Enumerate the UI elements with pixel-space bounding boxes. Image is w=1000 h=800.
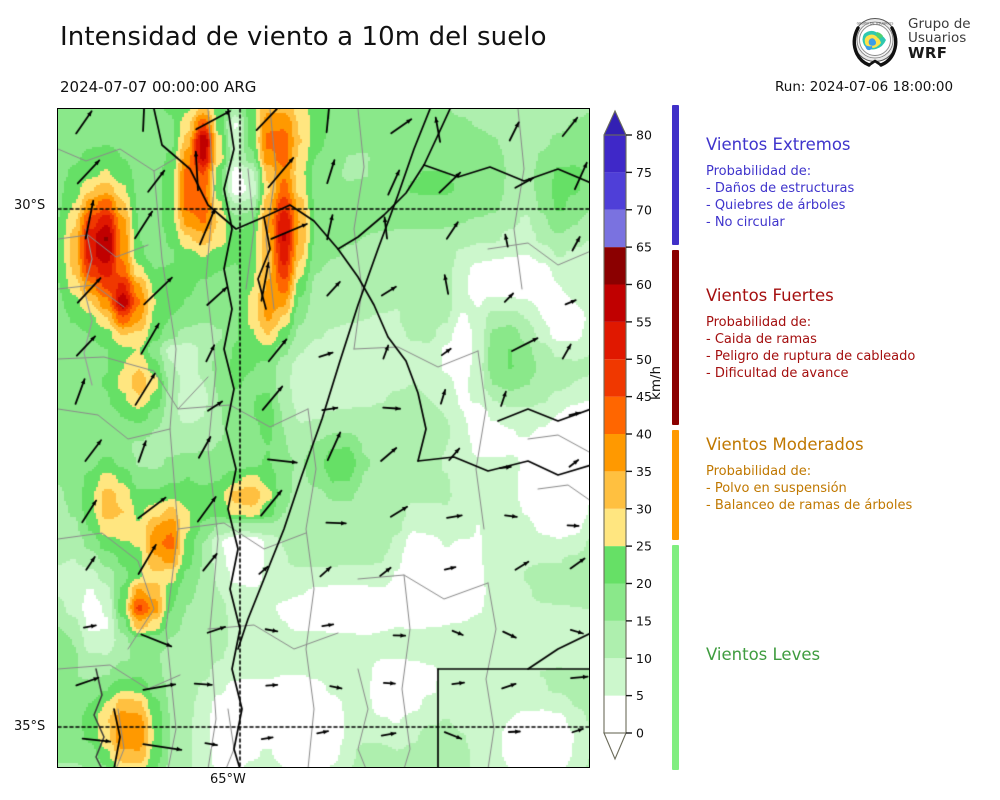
colorbar-band — [604, 135, 626, 173]
colorbar-band — [604, 396, 626, 434]
logo-line-3: WRF — [908, 43, 948, 62]
logo-wordmark: Grupo de Usuarios WRF — [908, 17, 971, 61]
wind-category-legend: Vientos Extremos Probabilidad de: - Daños … — [672, 105, 994, 770]
colorbar-tick-label: 70 — [636, 202, 652, 217]
colorbar-tick-label: 45 — [636, 389, 652, 404]
logo-line-1: Grupo de — [908, 16, 971, 32]
colorbar-tick-label: 25 — [636, 539, 652, 554]
colorbar-band — [604, 658, 626, 696]
wrf-globe-laurel-icon: GRUPO DE USUARIOS — [846, 12, 904, 70]
colorbar-extend-max-arrow — [604, 111, 626, 135]
legend-category[interactable]: Vientos Fuertes Probabilidad de: - Caida d… — [706, 286, 915, 383]
wind-map[interactable] — [57, 108, 590, 768]
colorbar-tick-label: 60 — [636, 277, 652, 292]
colorbar-extend-min-arrow — [603, 732, 627, 761]
legend-item: - No circular — [706, 215, 785, 231]
page-title: Intensidad de viento a 10m del suelo — [60, 22, 547, 52]
colorbar-tick-label: 65 — [636, 240, 652, 255]
colorbar-band — [604, 359, 626, 397]
colorbar-tick-label: 40 — [636, 427, 652, 442]
lat-tick-35s: 35°S — [14, 719, 46, 734]
colorbar: 0 5 10 15 20 25 30 35 40 45 50 55 60 65 70 75 80 — [596, 105, 666, 770]
colorbar-band — [604, 508, 626, 547]
wrf-user-group-logo: GRUPO DE USUARIOS Grupo de Usuarios WRF — [846, 12, 994, 74]
valid-time-label: 2024-07-07 00:00:00 ARG — [60, 78, 257, 96]
logo-line-2: Usuarios — [908, 30, 967, 47]
colorbar-band — [604, 546, 626, 584]
legend-color-bar-2 — [672, 250, 679, 425]
legend-intro: Probabilidad de: — [706, 315, 812, 330]
colorbar-band — [604, 321, 626, 360]
lat-tick-30s: 30°S — [14, 198, 46, 213]
colorbar-tick-label: 80 — [636, 128, 652, 143]
colorbar-tick-label: 35 — [636, 464, 652, 479]
legend-category[interactable]: Vientos Leves — [706, 645, 820, 673]
colorbar-band — [604, 209, 626, 248]
colorbar-band — [604, 695, 626, 733]
legend-color-bar-4 — [672, 545, 679, 770]
lon-tick-65w: 65°W — [210, 772, 246, 787]
colorbar-band — [604, 620, 626, 659]
legend-category-title: Vientos Fuertes — [706, 286, 834, 305]
colorbar-svg: 0 5 10 15 20 25 30 35 40 45 50 55 60 65 70 75 80 — [603, 109, 652, 761]
legend-item: - Peligro de ruptura de cableado — [706, 349, 916, 365]
legend-category[interactable]: Vientos Moderados Probabilidad de: - Polvo… — [706, 435, 912, 514]
legend-category-items: Probabilidad de: - Daños de estructuras - … — [706, 163, 854, 232]
legend-category[interactable]: Vientos Extremos Probabilidad de: - Daños … — [706, 135, 854, 232]
legend-category-items: Probabilidad de: - Caida de ramas - Peligr… — [706, 314, 915, 383]
svg-text:GRUPO DE USUARIOS: GRUPO DE USUARIOS — [857, 22, 894, 26]
legend-category-title: Vientos Extremos — [706, 135, 851, 154]
legend-item: - Caida de ramas — [706, 332, 817, 348]
colorbar-tick-label: 20 — [636, 576, 652, 591]
colorbar-tick-label: 75 — [636, 165, 652, 180]
legend-item: - Quiebres de árboles — [706, 198, 846, 214]
colorbar-band — [604, 434, 626, 472]
wind-field-canvas — [58, 109, 589, 767]
colorbar-band — [604, 583, 626, 621]
legend-category-title: Vientos Leves — [706, 645, 821, 664]
colorbar-tick-label: 15 — [636, 613, 652, 628]
colorbar-band — [604, 247, 626, 285]
run-time-label: Run: 2024-07-06 18:00:00 — [775, 79, 954, 95]
colorbar-band — [604, 172, 626, 210]
colorbar-tick-label: 50 — [636, 352, 652, 367]
colorbar-band — [604, 284, 626, 322]
legend-intro: Probabilidad de: — [706, 464, 812, 479]
colorbar-tick-label: 10 — [636, 651, 652, 666]
legend-category-title: Vientos Moderados — [706, 435, 864, 454]
colorbar-tick-label: 55 — [636, 314, 652, 329]
legend-item: - Polvo en suspensión — [706, 481, 847, 497]
legend-color-bar-1 — [672, 105, 679, 245]
legend-color-bar-3 — [672, 430, 679, 540]
legend-item: - Daños de estructuras — [706, 181, 855, 197]
colorbar-tick-label: 30 — [636, 501, 652, 516]
colorbar-band — [604, 471, 626, 509]
map-plot-frame[interactable] — [57, 108, 590, 768]
colorbar-tick-label: 0 — [636, 726, 644, 741]
colorbar-unit-label: km/h — [648, 365, 664, 400]
colorbar-extend-max-outline — [603, 109, 627, 136]
legend-intro: Probabilidad de: — [706, 164, 812, 179]
legend-item: - Dificultad de avance — [706, 366, 849, 382]
legend-category-items: Probabilidad de: - Polvo en suspensión - B… — [706, 463, 912, 514]
legend-item: - Balanceo de ramas de árboles — [706, 498, 913, 514]
colorbar-tick-label: 5 — [636, 688, 644, 703]
